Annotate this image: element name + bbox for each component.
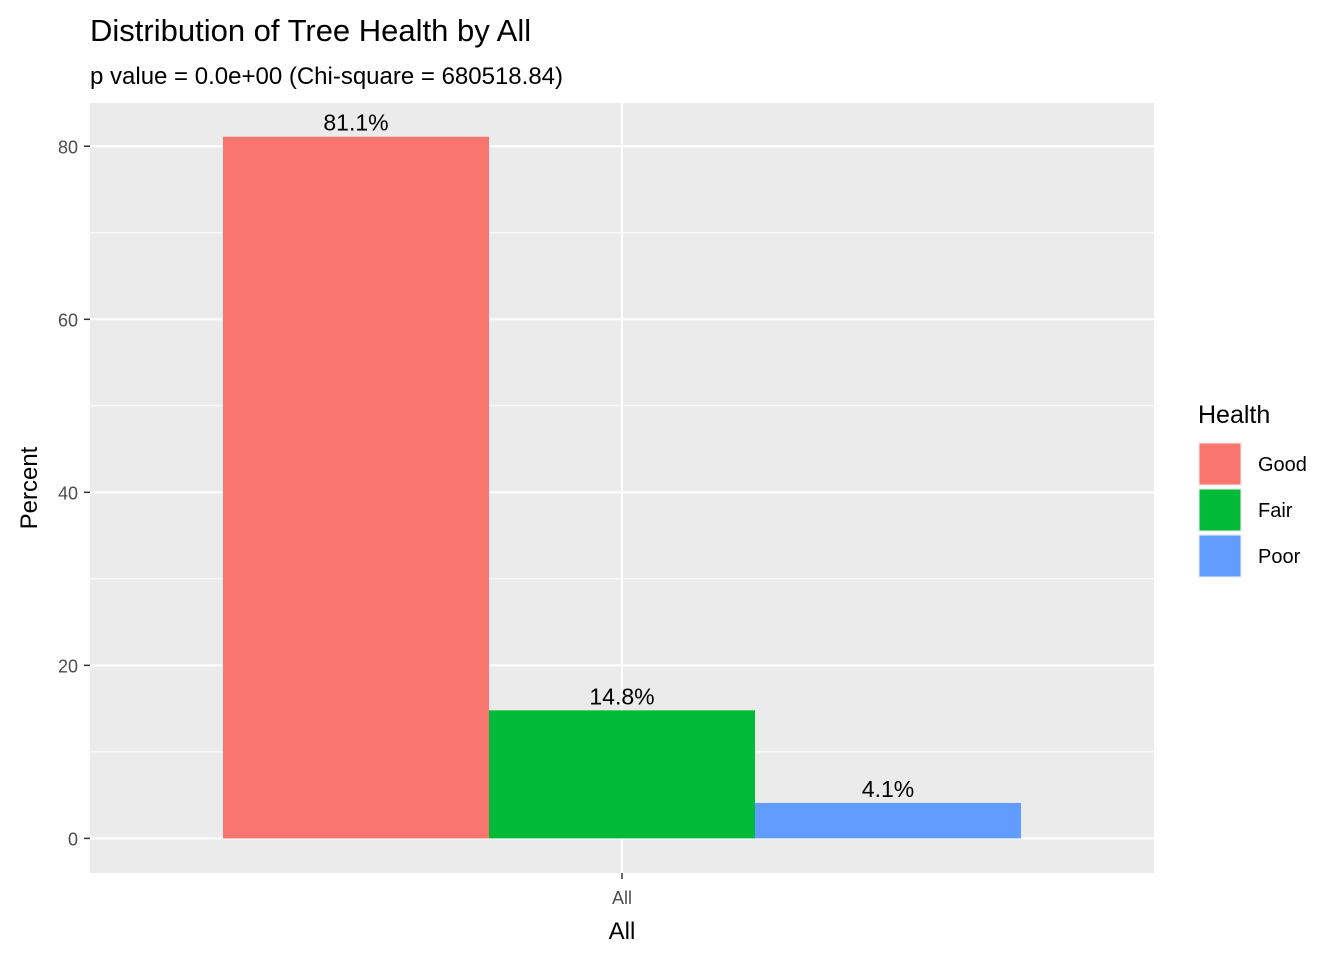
legend-label-fair: Fair	[1258, 500, 1293, 522]
chart-title: Distribution of Tree Health by All	[90, 13, 531, 48]
y-tick-label: 80	[58, 137, 78, 157]
bars	[223, 136, 1021, 839]
bar-label-poor: 4.1%	[862, 776, 914, 802]
y-tick-label: 0	[68, 829, 78, 849]
y-tick-label: 60	[58, 310, 78, 330]
legend-key-good	[1199, 443, 1241, 485]
bar-fair	[489, 710, 755, 839]
y-axis: 0 20 40 60 80	[58, 137, 90, 849]
bar-good	[223, 136, 489, 839]
legend-label-poor: Poor	[1258, 546, 1301, 568]
x-axis: All	[612, 873, 632, 908]
legend-title: Health	[1198, 401, 1270, 429]
bar-label-fair: 14.8%	[589, 683, 654, 709]
bar-labels: 81.1% 14.8% 4.1%	[323, 110, 914, 802]
legend-key-poor	[1199, 535, 1241, 577]
legend-label-good: Good	[1258, 454, 1307, 476]
chart-subtitle: p value = 0.0e+00 (Chi-square = 680518.8…	[90, 63, 563, 90]
y-tick-label: 40	[58, 483, 78, 503]
bar-label-good: 81.1%	[323, 110, 388, 136]
x-axis-title: All	[609, 918, 636, 945]
y-axis-title: Percent	[16, 446, 43, 529]
x-tick-label: All	[612, 888, 632, 908]
bar-poor	[755, 802, 1021, 839]
legend-key-fair	[1199, 489, 1241, 531]
y-tick-label: 20	[58, 656, 78, 676]
legend: Health Good Fair Poor	[1198, 401, 1307, 578]
